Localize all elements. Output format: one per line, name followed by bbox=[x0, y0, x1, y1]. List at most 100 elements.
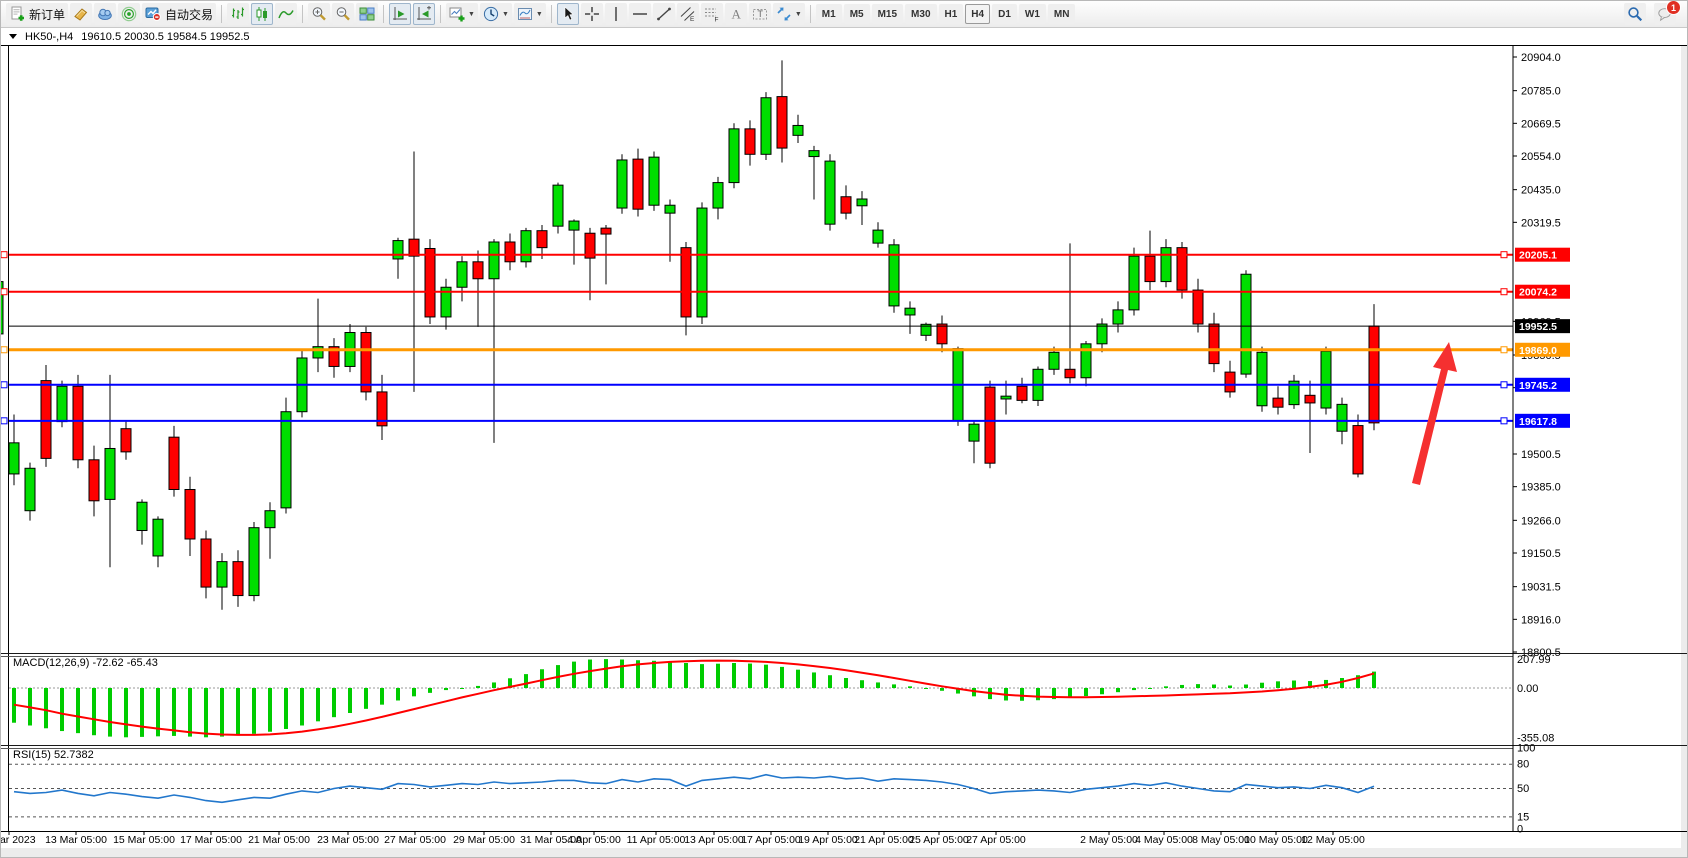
candle bbox=[920, 323, 932, 336]
timeframe-h1-button[interactable]: H1 bbox=[938, 4, 964, 24]
candle bbox=[632, 158, 644, 210]
candle bbox=[552, 184, 564, 227]
template-icon bbox=[517, 6, 533, 22]
text-button[interactable]: A bbox=[724, 3, 747, 25]
toolbar-separator bbox=[440, 5, 442, 23]
price-tick-label: 20669.5 bbox=[1521, 118, 1561, 130]
toolbar-separator bbox=[809, 5, 811, 23]
macd-axis-label: -355.08 bbox=[1517, 732, 1554, 744]
bar-chart-button[interactable] bbox=[227, 3, 250, 25]
candle bbox=[488, 241, 500, 280]
timeframe-m5-button[interactable]: M5 bbox=[843, 4, 870, 24]
time-axis-label: 17 Mar 05:00 bbox=[180, 834, 242, 846]
arrows-button[interactable]: ▼ bbox=[772, 3, 805, 25]
fibonacci-button[interactable]: F bbox=[700, 3, 723, 25]
horizontal-line-object[interactable]: 20205.1 bbox=[1, 247, 1570, 262]
toolbar-separator bbox=[302, 5, 304, 23]
signals-button[interactable] bbox=[118, 3, 141, 25]
candle bbox=[440, 286, 452, 318]
candlestick-button[interactable] bbox=[251, 3, 274, 25]
timeframe-w1-button[interactable]: W1 bbox=[1018, 4, 1046, 24]
new-chart-button[interactable]: ▼ bbox=[446, 3, 478, 25]
candle bbox=[1016, 385, 1028, 401]
auto-scroll-button[interactable] bbox=[389, 3, 412, 25]
line-chart-button[interactable] bbox=[275, 3, 298, 25]
candle bbox=[232, 561, 244, 597]
zoom-out-button[interactable] bbox=[332, 3, 355, 25]
horizontal-line-button[interactable] bbox=[628, 3, 651, 25]
toolbar-separator bbox=[550, 5, 552, 23]
tile-windows-button[interactable] bbox=[356, 3, 379, 25]
trendline-button[interactable] bbox=[652, 3, 675, 25]
collapse-triangle-icon[interactable] bbox=[9, 34, 17, 39]
notifications-button[interactable]: 1 bbox=[1654, 1, 1681, 25]
candle bbox=[56, 385, 68, 423]
vertical-line-button[interactable] bbox=[604, 3, 627, 25]
equidistant-channel-button[interactable]: E bbox=[676, 3, 699, 25]
candle bbox=[504, 241, 516, 263]
chart-shift-button[interactable] bbox=[413, 3, 436, 25]
candle bbox=[24, 467, 36, 512]
candle bbox=[152, 518, 164, 557]
candle bbox=[840, 196, 852, 214]
toolbar-separator bbox=[221, 5, 223, 23]
macd-signal-line bbox=[13, 659, 1375, 736]
timeframe-mn-button[interactable]: MN bbox=[1047, 4, 1076, 24]
candle bbox=[1208, 323, 1220, 365]
time-axis-label: 17 Apr 05:00 bbox=[741, 834, 801, 846]
search-button[interactable] bbox=[1624, 3, 1646, 25]
mql5-market-button[interactable] bbox=[70, 3, 93, 25]
time-axis-label: 13 Mar 05:00 bbox=[45, 834, 107, 846]
candle bbox=[1352, 425, 1364, 475]
timeframe-m15-button[interactable]: M15 bbox=[871, 4, 904, 24]
candle bbox=[168, 436, 180, 490]
candle bbox=[408, 238, 420, 257]
zoom-in-button[interactable] bbox=[308, 3, 331, 25]
candle bbox=[1112, 309, 1124, 325]
svg-text:T: T bbox=[757, 9, 763, 19]
auto-trading-button[interactable]: 自动交易 bbox=[142, 3, 217, 25]
rsi-axis-label: 80 bbox=[1517, 759, 1529, 771]
candle bbox=[1320, 350, 1332, 409]
horizontal-line-object[interactable]: 19952.5 bbox=[9, 319, 1570, 334]
time-axis-label: 15 Mar 05:00 bbox=[113, 834, 175, 846]
up-arrow-annotation[interactable] bbox=[1412, 342, 1457, 485]
timeframe-d1-button[interactable]: D1 bbox=[992, 4, 1017, 24]
candle bbox=[1336, 403, 1348, 432]
candle bbox=[904, 307, 916, 316]
template-button[interactable]: ▼ bbox=[513, 3, 546, 25]
tile-windows-icon bbox=[359, 6, 375, 22]
horizontal-line-object[interactable]: 19617.8 bbox=[1, 413, 1570, 428]
horizontal-line-icon bbox=[632, 6, 648, 22]
new-order-icon bbox=[9, 6, 25, 22]
candle bbox=[536, 230, 548, 249]
channel-icon: E bbox=[680, 6, 696, 22]
timeframe-m1-button[interactable]: M1 bbox=[815, 4, 842, 24]
candles bbox=[1, 60, 1380, 610]
auto-trading-icon bbox=[145, 6, 161, 22]
chart-symbol-header[interactable]: HK50-,H4 19610.5 20030.5 19584.5 19952.5 bbox=[1, 28, 1687, 46]
candle bbox=[1080, 343, 1092, 379]
candle bbox=[264, 510, 276, 529]
community-button[interactable] bbox=[94, 3, 117, 25]
horizontal-line-object[interactable]: 20074.2 bbox=[1, 284, 1570, 299]
horizontal-line-object[interactable]: 19869.0 bbox=[1, 342, 1570, 357]
macd-axis-label: 0.00 bbox=[1517, 683, 1538, 695]
crosshair-button[interactable] bbox=[580, 3, 603, 25]
candle bbox=[104, 447, 116, 500]
time-axis-label: 10 May 05:00 bbox=[1244, 834, 1308, 846]
price-tick-label: 20435.0 bbox=[1521, 185, 1561, 197]
candle bbox=[88, 459, 100, 502]
horizontal-line-object[interactable]: 19745.2 bbox=[1, 377, 1570, 392]
toolbar: 新订单 自动交易 ▼ ▼ ▼ E F A T ▼ M1 M5 M15 M30 H1 H4 D1 W1 MN 1 bbox=[1, 1, 1687, 28]
label-button[interactable]: T bbox=[748, 3, 771, 25]
timeframe-h4-button[interactable]: H4 bbox=[965, 4, 991, 24]
period-button[interactable]: ▼ bbox=[479, 3, 512, 25]
timeframe-m30-button[interactable]: M30 bbox=[905, 4, 937, 24]
gold-arrow-icon bbox=[73, 6, 89, 22]
new-order-button[interactable]: 新订单 bbox=[6, 3, 69, 25]
cursor-button[interactable] bbox=[556, 3, 579, 25]
price-line-badge: 19617.8 bbox=[1519, 416, 1557, 428]
